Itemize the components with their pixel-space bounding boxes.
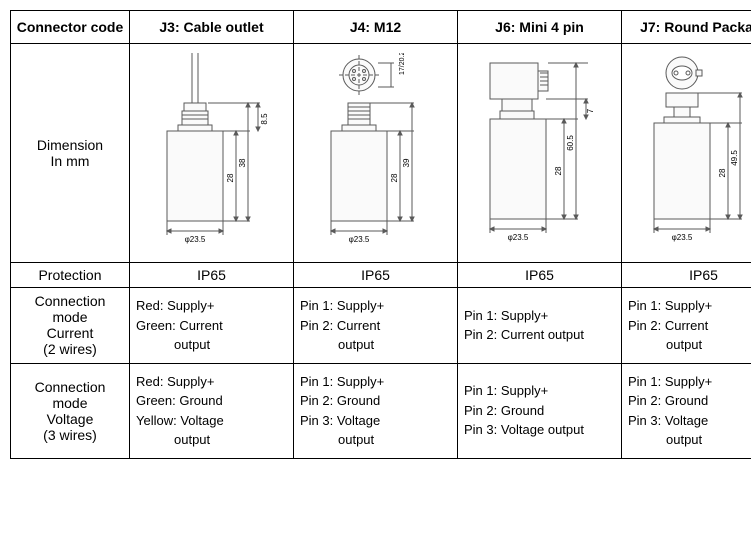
dimension-label-l1: Dimension <box>17 137 123 153</box>
voltage-l3: Voltage <box>17 411 123 427</box>
current-j3: Red: Supply+ Green: Current output <box>130 288 294 364</box>
j3-body-h: 28 <box>226 173 235 182</box>
voltage-j4: Pin 1: Supply+ Pin 2: Ground Pin 3: Volt… <box>294 363 458 458</box>
header-j7: J7: Round Packard <box>622 11 751 44</box>
j6-conn-h: 7 <box>586 108 595 113</box>
voltage-j7-l4: output <box>628 430 751 450</box>
voltage-j6: Pin 1: Supply+ Pin 2: Ground Pin 3: Volt… <box>458 363 622 458</box>
j4-top-dia: 17/20.2 <box>399 53 406 75</box>
diagram-j4-svg: φ23.5 28 39 17/20.2 <box>306 53 446 253</box>
dimension-label-l2: In mm <box>17 153 123 169</box>
voltage-j4-l1: Pin 1: Supply+ <box>300 372 451 392</box>
current-j3-l2: Green: Current <box>136 316 287 336</box>
diagram-j3-cell: φ23.5 28 38 8.5 <box>130 44 294 263</box>
current-l1: Connection <box>17 293 123 309</box>
voltage-j4-l2: Pin 2: Ground <box>300 391 451 411</box>
current-j3-l3: output <box>136 335 287 355</box>
current-j3-l1: Red: Supply+ <box>136 296 287 316</box>
dimension-row: Dimension In mm <box>11 44 751 263</box>
header-row: Connector code J3: Cable outlet J4: M12 … <box>11 11 751 44</box>
current-j7: Pin 1: Supply+ Pin 2: Current output <box>622 288 751 364</box>
current-mode-row: Connection mode Current (2 wires) Red: S… <box>11 288 751 364</box>
voltage-j3-l3: Yellow: Voltage <box>136 411 287 431</box>
voltage-l2: mode <box>17 395 123 411</box>
header-j6: J6: Mini 4 pin <box>458 11 622 44</box>
current-j4-l2: Pin 2: Current <box>300 316 451 336</box>
protection-j6: IP65 <box>458 263 622 288</box>
voltage-mode-label: Connection mode Voltage (3 wires) <box>11 363 130 458</box>
protection-row: Protection IP65 IP65 IP65 IP65 <box>11 263 751 288</box>
protection-label: Protection <box>11 263 130 288</box>
j4-total-h: 39 <box>402 158 411 167</box>
current-l3: Current <box>17 325 123 341</box>
header-connector-code: Connector code <box>11 11 130 44</box>
j3-dia-label: φ23.5 <box>184 235 205 244</box>
j4-dia-label: φ23.5 <box>348 235 369 244</box>
voltage-j7: Pin 1: Supply+ Pin 2: Ground Pin 3: Volt… <box>622 363 751 458</box>
diagram-j6-cell: φ23.5 28 60.5 7 <box>458 44 622 263</box>
current-j7-l3: output <box>628 335 751 355</box>
voltage-j7-l1: Pin 1: Supply+ <box>628 372 751 392</box>
diagram-j4-cell: φ23.5 28 39 17/20.2 <box>294 44 458 263</box>
current-j4: Pin 1: Supply+ Pin 2: Current output <box>294 288 458 364</box>
diagram-j7-cell: φ23.5 28 49.5 <box>622 44 751 263</box>
current-j7-l2: Pin 2: Current <box>628 316 751 336</box>
voltage-j7-l2: Pin 2: Ground <box>628 391 751 411</box>
j7-dia-label: φ23.5 <box>671 233 692 242</box>
diagram-j7: φ23.5 28 49.5 <box>624 53 751 253</box>
diagram-j3: φ23.5 28 38 8.5 <box>132 53 291 253</box>
header-j4: J4: M12 <box>294 11 458 44</box>
voltage-j4-l4: output <box>300 430 451 450</box>
voltage-j4-l3: Pin 3: Voltage <box>300 411 451 431</box>
voltage-j3: Red: Supply+ Green: Ground Yellow: Volta… <box>130 363 294 458</box>
current-j6-l2: Pin 2: Current output <box>464 325 615 345</box>
j6-body-h: 28 <box>554 166 563 175</box>
voltage-j6-l1: Pin 1: Supply+ <box>464 381 615 401</box>
j6-total-h: 60.5 <box>566 135 575 151</box>
current-j6-l1: Pin 1: Supply+ <box>464 306 615 326</box>
connector-spec-table: Connector code J3: Cable outlet J4: M12 … <box>10 10 751 459</box>
j7-total-h: 49.5 <box>730 150 739 166</box>
j7-body-h: 28 <box>718 168 727 177</box>
dimension-label: Dimension In mm <box>11 44 130 263</box>
current-j7-l1: Pin 1: Supply+ <box>628 296 751 316</box>
voltage-j3-l4: output <box>136 430 287 450</box>
diagram-j6: φ23.5 28 60.5 7 <box>460 53 619 253</box>
protection-j4: IP65 <box>294 263 458 288</box>
current-j4-l1: Pin 1: Supply+ <box>300 296 451 316</box>
voltage-l1: Connection <box>17 379 123 395</box>
voltage-j6-l2: Pin 2: Ground <box>464 401 615 421</box>
protection-j7: IP65 <box>622 263 751 288</box>
j6-dia-label: φ23.5 <box>507 233 528 242</box>
j3-nut-h: 8.5 <box>260 113 269 125</box>
diagram-j6-svg: φ23.5 28 60.5 7 <box>470 53 610 253</box>
protection-j3: IP65 <box>130 263 294 288</box>
voltage-j3-l2: Green: Ground <box>136 391 287 411</box>
current-mode-label: Connection mode Current (2 wires) <box>11 288 130 364</box>
diagram-j4: φ23.5 28 39 17/20.2 <box>296 53 455 253</box>
current-l4: (2 wires) <box>17 341 123 357</box>
current-l2: mode <box>17 309 123 325</box>
j4-body-h: 28 <box>390 173 399 182</box>
voltage-j7-l3: Pin 3: Voltage <box>628 411 751 431</box>
header-j3: J3: Cable outlet <box>130 11 294 44</box>
voltage-mode-row: Connection mode Voltage (3 wires) Red: S… <box>11 363 751 458</box>
current-j6: Pin 1: Supply+ Pin 2: Current output <box>458 288 622 364</box>
voltage-l4: (3 wires) <box>17 427 123 443</box>
voltage-j6-l3: Pin 3: Voltage output <box>464 420 615 440</box>
diagram-j7-svg: φ23.5 28 49.5 <box>634 53 751 253</box>
diagram-j3-svg: φ23.5 28 38 8.5 <box>142 53 282 253</box>
voltage-j3-l1: Red: Supply+ <box>136 372 287 392</box>
current-j4-l3: output <box>300 335 451 355</box>
j3-total-h: 38 <box>238 158 247 167</box>
